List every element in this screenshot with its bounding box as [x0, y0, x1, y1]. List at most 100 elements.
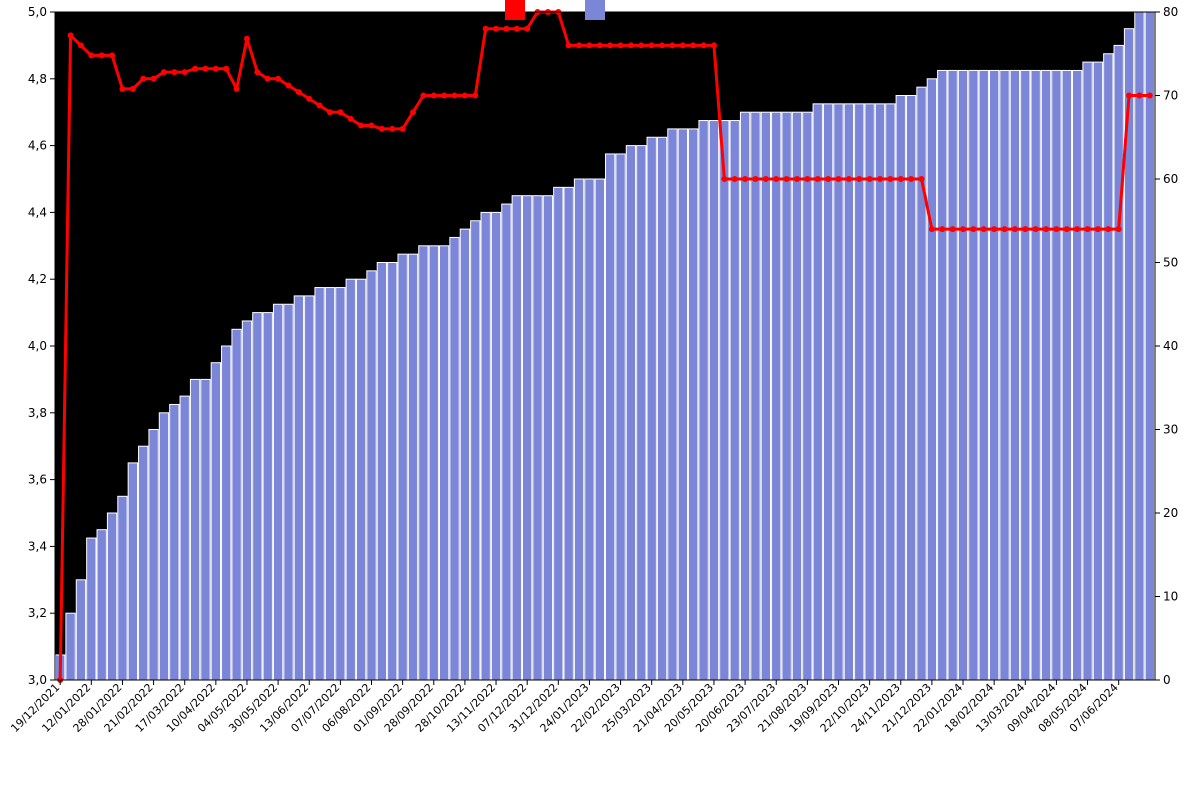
bar [772, 112, 781, 680]
yleft-tick-label: 4,4 [28, 205, 47, 219]
bar [969, 70, 978, 680]
bar [1021, 70, 1030, 680]
bar [1052, 70, 1061, 680]
bar [107, 513, 116, 680]
line-marker [597, 42, 603, 48]
bar [1000, 70, 1009, 680]
line-marker [1022, 226, 1028, 232]
bar [844, 104, 853, 680]
bar [273, 304, 282, 680]
bar [751, 112, 760, 680]
bar [419, 246, 428, 680]
line-marker [109, 52, 115, 58]
bar [97, 530, 106, 680]
bar [606, 154, 615, 680]
bar [315, 288, 324, 680]
bar [554, 187, 563, 680]
bar [284, 304, 293, 680]
bar [118, 496, 127, 680]
line-marker [317, 103, 323, 109]
line-marker [659, 42, 665, 48]
line-marker [88, 52, 94, 58]
bar [377, 263, 386, 681]
line-marker [960, 226, 966, 232]
line-marker [524, 26, 530, 32]
bar [232, 329, 241, 680]
line-marker [420, 93, 426, 99]
bar [1041, 70, 1050, 680]
bar [927, 79, 936, 680]
bar [958, 70, 967, 680]
bar [938, 70, 947, 680]
line-marker [275, 76, 281, 82]
line-marker [784, 176, 790, 182]
line-marker [68, 32, 74, 38]
bar [429, 246, 438, 680]
line-marker [732, 176, 738, 182]
bar [439, 246, 448, 680]
yright-tick-label: 10 [1163, 590, 1178, 604]
line-marker [981, 226, 987, 232]
bar [149, 430, 158, 681]
line-marker [410, 109, 416, 115]
bar [855, 104, 864, 680]
bar [1031, 70, 1040, 680]
line-marker [1002, 226, 1008, 232]
bar [460, 229, 469, 680]
bar [1135, 12, 1144, 680]
legend-swatch [505, 0, 525, 20]
bar [450, 237, 459, 680]
yleft-tick-label: 3,0 [28, 673, 47, 687]
bar [190, 379, 199, 680]
bar [1083, 62, 1092, 680]
line-marker [452, 93, 458, 99]
bar [699, 121, 708, 680]
yright-tick-label: 40 [1163, 339, 1178, 353]
bar [989, 70, 998, 680]
line-marker [327, 109, 333, 115]
line-marker [472, 93, 478, 99]
line-marker [566, 42, 572, 48]
line-marker [493, 26, 499, 32]
line-marker [669, 42, 675, 48]
line-marker [389, 126, 395, 132]
line-marker [99, 52, 105, 58]
line-marker [1116, 226, 1122, 232]
yright-tick-label: 30 [1163, 423, 1178, 437]
yleft-tick-label: 4,8 [28, 72, 47, 86]
bar [1062, 70, 1071, 680]
line-marker [1033, 226, 1039, 232]
line-marker [1095, 226, 1101, 232]
bar [543, 196, 552, 680]
yright-tick-label: 70 [1163, 89, 1178, 103]
bar [647, 137, 656, 680]
line-marker [161, 69, 167, 75]
line-marker [503, 26, 509, 32]
dual-axis-chart: 3,03,23,43,63,84,04,24,44,64,85,00102030… [0, 0, 1200, 800]
bar [294, 296, 303, 680]
bar [1093, 62, 1102, 680]
bar [740, 112, 749, 680]
yright-tick-label: 50 [1163, 256, 1178, 270]
line-marker [244, 36, 250, 42]
bar [502, 204, 511, 680]
line-marker [742, 176, 748, 182]
bar [720, 121, 729, 680]
line-marker [1053, 226, 1059, 232]
bar [346, 279, 355, 680]
line-marker [1105, 226, 1111, 232]
bar [823, 104, 832, 680]
line-marker [939, 226, 945, 232]
bar [76, 580, 85, 680]
line-marker [887, 176, 893, 182]
line-marker [794, 176, 800, 182]
yleft-tick-label: 4,2 [28, 272, 47, 286]
yleft-tick-label: 5,0 [28, 5, 47, 19]
line-marker [825, 176, 831, 182]
bar [792, 112, 801, 680]
bar [481, 212, 490, 680]
bar [906, 96, 915, 681]
line-marker [835, 176, 841, 182]
bar [408, 254, 417, 680]
line-marker [483, 26, 489, 32]
